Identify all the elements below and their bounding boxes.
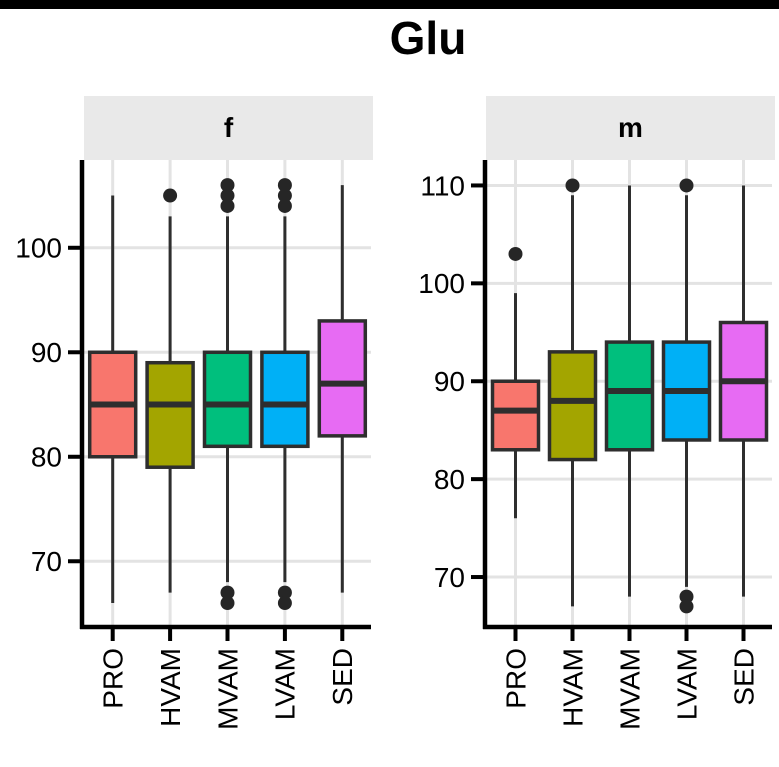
outlier-dot-f-LVAM — [277, 585, 292, 600]
outlier-dot-f-LVAM — [277, 178, 292, 193]
y-tick-label-m-110: 110 — [420, 170, 465, 201]
outlier-dot-f-LVAM — [277, 188, 292, 203]
x-tick-label-m-SED: SED — [728, 648, 759, 706]
x-tick-label-m-LVAM: LVAM — [671, 648, 702, 720]
outlier-dot-m-LVAM — [679, 589, 694, 604]
y-tick-label-f-100: 100 — [15, 233, 62, 264]
x-tick-label-m-PRO: PRO — [500, 648, 531, 709]
outlier-dot-f-MVAM — [220, 188, 235, 203]
outlier-dot-f-MVAM — [220, 198, 235, 213]
box-f-LVAM — [260, 350, 310, 449]
box-f-MVAM — [202, 350, 253, 449]
y-tick-label-m-80: 80 — [434, 464, 465, 495]
facet-strip-m-label: m — [618, 112, 643, 143]
outlier-dot-m-LVAM — [679, 599, 694, 614]
y-tick-label-m-100: 100 — [418, 268, 465, 299]
y-tick-label-m-70: 70 — [434, 562, 465, 593]
x-tick-label-m-HVAM: HVAM — [557, 648, 588, 727]
top-black-bar — [0, 0, 779, 9]
outlier-dot-f-HVAM — [163, 188, 178, 203]
x-tick-label-f-HVAM: HVAM — [155, 648, 186, 727]
x-tick-label-f-MVAM: MVAM — [212, 648, 243, 730]
box-m-PRO — [490, 379, 541, 452]
outlier-dot-f-MVAM — [220, 596, 235, 611]
y-tick-label-f-70: 70 — [31, 546, 62, 577]
outlier-dot-f-LVAM — [277, 198, 292, 213]
outlier-dot-f-LVAM — [277, 596, 292, 611]
x-tick-label-f-PRO: PRO — [97, 648, 128, 709]
facet-strip-f: f — [84, 96, 373, 160]
outlier-dot-m-LVAM — [679, 178, 694, 193]
outlier-dot-m-PRO — [508, 246, 523, 261]
box-m-MVAM — [604, 340, 655, 452]
outlier-dot-f-MVAM — [220, 585, 235, 600]
box-m-HVAM — [547, 350, 598, 462]
y-tick-label-f-80: 80 — [31, 442, 62, 473]
outlier-dot-f-MVAM — [220, 178, 235, 193]
facet-strip-f-label: f — [223, 112, 234, 143]
y-tick-label-m-90: 90 — [434, 366, 465, 397]
box-f-HVAM — [145, 360, 195, 469]
x-tick-label-f-LVAM: LVAM — [270, 648, 301, 720]
chart-title: Glu — [389, 12, 467, 64]
box-f-SED — [317, 319, 368, 438]
outlier-dot-m-HVAM — [565, 178, 580, 193]
y-tick-label-f-90: 90 — [31, 337, 62, 368]
x-tick-label-f-SED: SED — [327, 648, 358, 706]
x-tick-label-m-MVAM: MVAM — [614, 648, 645, 730]
facet-strip-m: m — [486, 96, 775, 160]
